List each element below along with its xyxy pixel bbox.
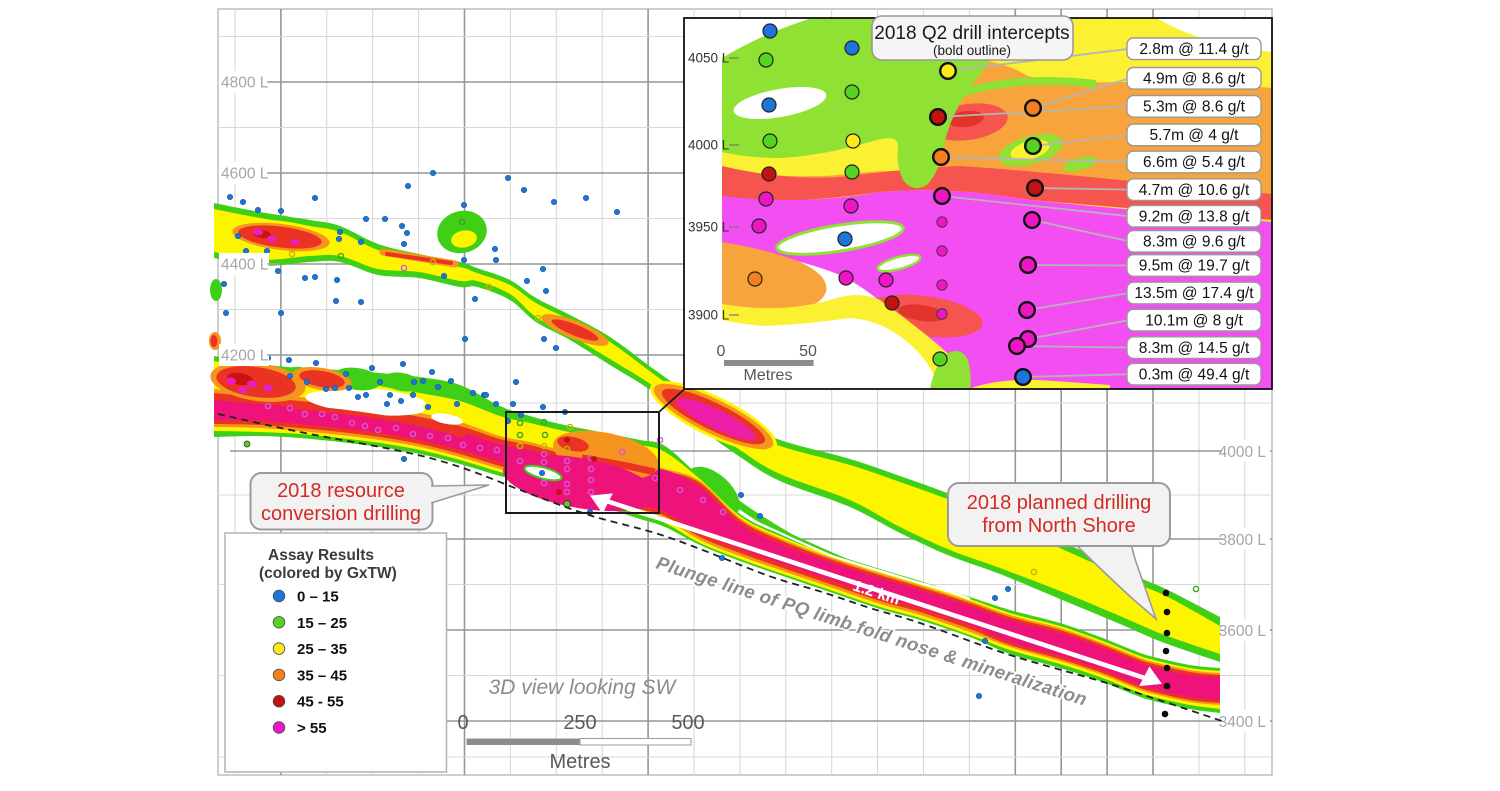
svg-text:50: 50 [799, 343, 817, 360]
svg-text:500: 500 [671, 712, 704, 734]
svg-text:3600 L: 3600 L [1219, 623, 1267, 640]
svg-text:5.3m @ 8.6 g/t: 5.3m @ 8.6 g/t [1143, 99, 1246, 116]
svg-text:conversion drilling: conversion drilling [261, 503, 421, 525]
svg-text:6.6m @ 5.4 g/t: 6.6m @ 5.4 g/t [1143, 154, 1246, 171]
svg-text:(bold outline): (bold outline) [933, 43, 1011, 58]
svg-text:4.7m @ 10.6 g/t: 4.7m @ 10.6 g/t [1139, 182, 1250, 199]
svg-text:2018 planned drilling: 2018 planned drilling [967, 492, 1152, 514]
svg-text:35 – 45: 35 – 45 [297, 667, 347, 684]
svg-text:4.9m @ 8.6 g/t: 4.9m @ 8.6 g/t [1143, 71, 1246, 88]
svg-text:5.7m @ 4 g/t: 5.7m @ 4 g/t [1150, 127, 1240, 144]
svg-text:25 – 35: 25 – 35 [297, 641, 347, 658]
svg-text:3950 L: 3950 L [688, 220, 730, 235]
svg-text:4600 L: 4600 L [221, 166, 269, 183]
svg-text:0.3m @ 49.4 g/t: 0.3m @ 49.4 g/t [1139, 366, 1250, 383]
svg-text:45 - 55: 45 - 55 [297, 694, 344, 711]
svg-text:4050 L: 4050 L [688, 51, 730, 66]
svg-text:250: 250 [563, 712, 596, 734]
svg-text:4000 L: 4000 L [1219, 444, 1267, 461]
svg-text:3800 L: 3800 L [1219, 532, 1267, 549]
svg-text:3D view looking SW: 3D view looking SW [489, 676, 678, 699]
svg-text:0: 0 [717, 343, 726, 360]
svg-text:Metres: Metres [744, 367, 793, 384]
svg-text:4200 L: 4200 L [221, 348, 269, 365]
svg-text:4400 L: 4400 L [221, 257, 269, 274]
svg-text:2018 resource: 2018 resource [277, 480, 405, 502]
svg-text:Metres: Metres [549, 751, 610, 773]
svg-text:10.1m @ 8 g/t: 10.1m @ 8 g/t [1145, 312, 1243, 329]
svg-text:(colored by GxTW): (colored by GxTW) [259, 565, 397, 582]
svg-text:from North Shore: from North Shore [982, 515, 1135, 537]
svg-text:4000 L: 4000 L [688, 138, 730, 153]
svg-text:9.5m @ 19.7 g/t: 9.5m @ 19.7 g/t [1139, 258, 1250, 275]
svg-text:9.2m @ 13.8 g/t: 9.2m @ 13.8 g/t [1139, 208, 1250, 225]
svg-text:0: 0 [457, 712, 468, 734]
svg-text:3900 L: 3900 L [688, 308, 730, 323]
svg-text:13.5m @ 17.4 g/t: 13.5m @ 17.4 g/t [1134, 285, 1254, 302]
svg-text:3400 L: 3400 L [1219, 714, 1267, 731]
svg-text:> 55: > 55 [297, 720, 327, 737]
svg-text:15 – 25: 15 – 25 [297, 615, 347, 632]
svg-text:2018 Q2 drill intercepts: 2018 Q2 drill intercepts [874, 23, 1069, 44]
svg-text:2.8m @ 11.4 g/t: 2.8m @ 11.4 g/t [1139, 41, 1249, 58]
svg-text:Assay Results: Assay Results [268, 547, 374, 564]
svg-text:8.3m @ 9.6 g/t: 8.3m @ 9.6 g/t [1143, 234, 1246, 251]
svg-text:4800 L: 4800 L [221, 75, 269, 92]
svg-text:8.3m @ 14.5 g/t: 8.3m @ 14.5 g/t [1139, 340, 1250, 357]
svg-text:0 – 15: 0 – 15 [297, 589, 339, 606]
